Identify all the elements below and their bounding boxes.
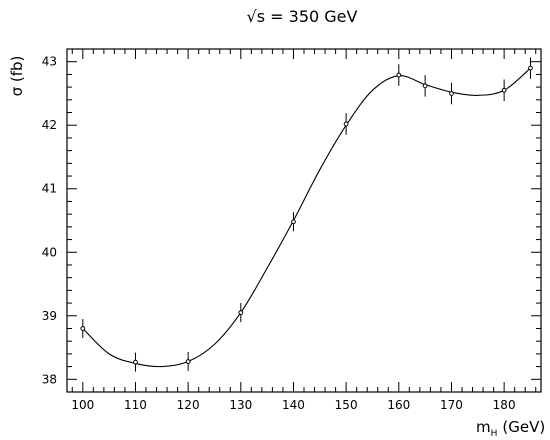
- y-tick-label: 42: [42, 118, 57, 132]
- y-tick-label: 39: [42, 309, 57, 323]
- data-point: [291, 219, 296, 225]
- x-axis-label-subscript: H: [491, 429, 498, 439]
- data-point: [238, 310, 244, 316]
- x-tick-label: 120: [177, 398, 200, 412]
- data-point: [185, 359, 191, 364]
- data-point: [501, 87, 507, 93]
- y-tick-label: 41: [42, 182, 57, 196]
- x-tick-label: 130: [229, 398, 252, 412]
- x-tick-label: 140: [282, 398, 305, 412]
- x-axis-ticks: 100 110 120 130 140 150 160 170 180: [71, 49, 537, 412]
- fit-curve-layer: [82, 67, 531, 368]
- y-axis-ticks: 38 39 40 41 42 43: [42, 48, 541, 393]
- x-tick-label: 180: [493, 398, 516, 412]
- x-axis-label: mH (GeV): [476, 418, 545, 439]
- data-point: [449, 91, 454, 96]
- fit-curve: [82, 67, 531, 368]
- data-point: [343, 121, 349, 127]
- x-tick-label: 170: [440, 398, 463, 412]
- data-points-layer: [80, 57, 533, 372]
- data-point: [133, 359, 138, 365]
- y-tick-label: 40: [42, 245, 57, 259]
- y-axis-label: σ (fb): [8, 56, 26, 97]
- data-point: [396, 72, 402, 78]
- data-point: [422, 83, 428, 89]
- y-tick-label: 43: [42, 55, 57, 69]
- data-point: [528, 65, 533, 71]
- data-point: [80, 326, 86, 331]
- x-tick-label: 100: [71, 398, 94, 412]
- x-tick-label: 110: [124, 398, 147, 412]
- plot-frame: [66, 48, 542, 393]
- x-tick-label: 150: [335, 398, 358, 412]
- x-tick-label: 160: [387, 398, 410, 412]
- chart-title: √s = 350 GeV: [247, 7, 358, 26]
- y-tick-label: 38: [42, 372, 57, 386]
- x-axis-label-unit: (GeV): [502, 418, 545, 436]
- x-axis-label-main: m: [476, 418, 491, 436]
